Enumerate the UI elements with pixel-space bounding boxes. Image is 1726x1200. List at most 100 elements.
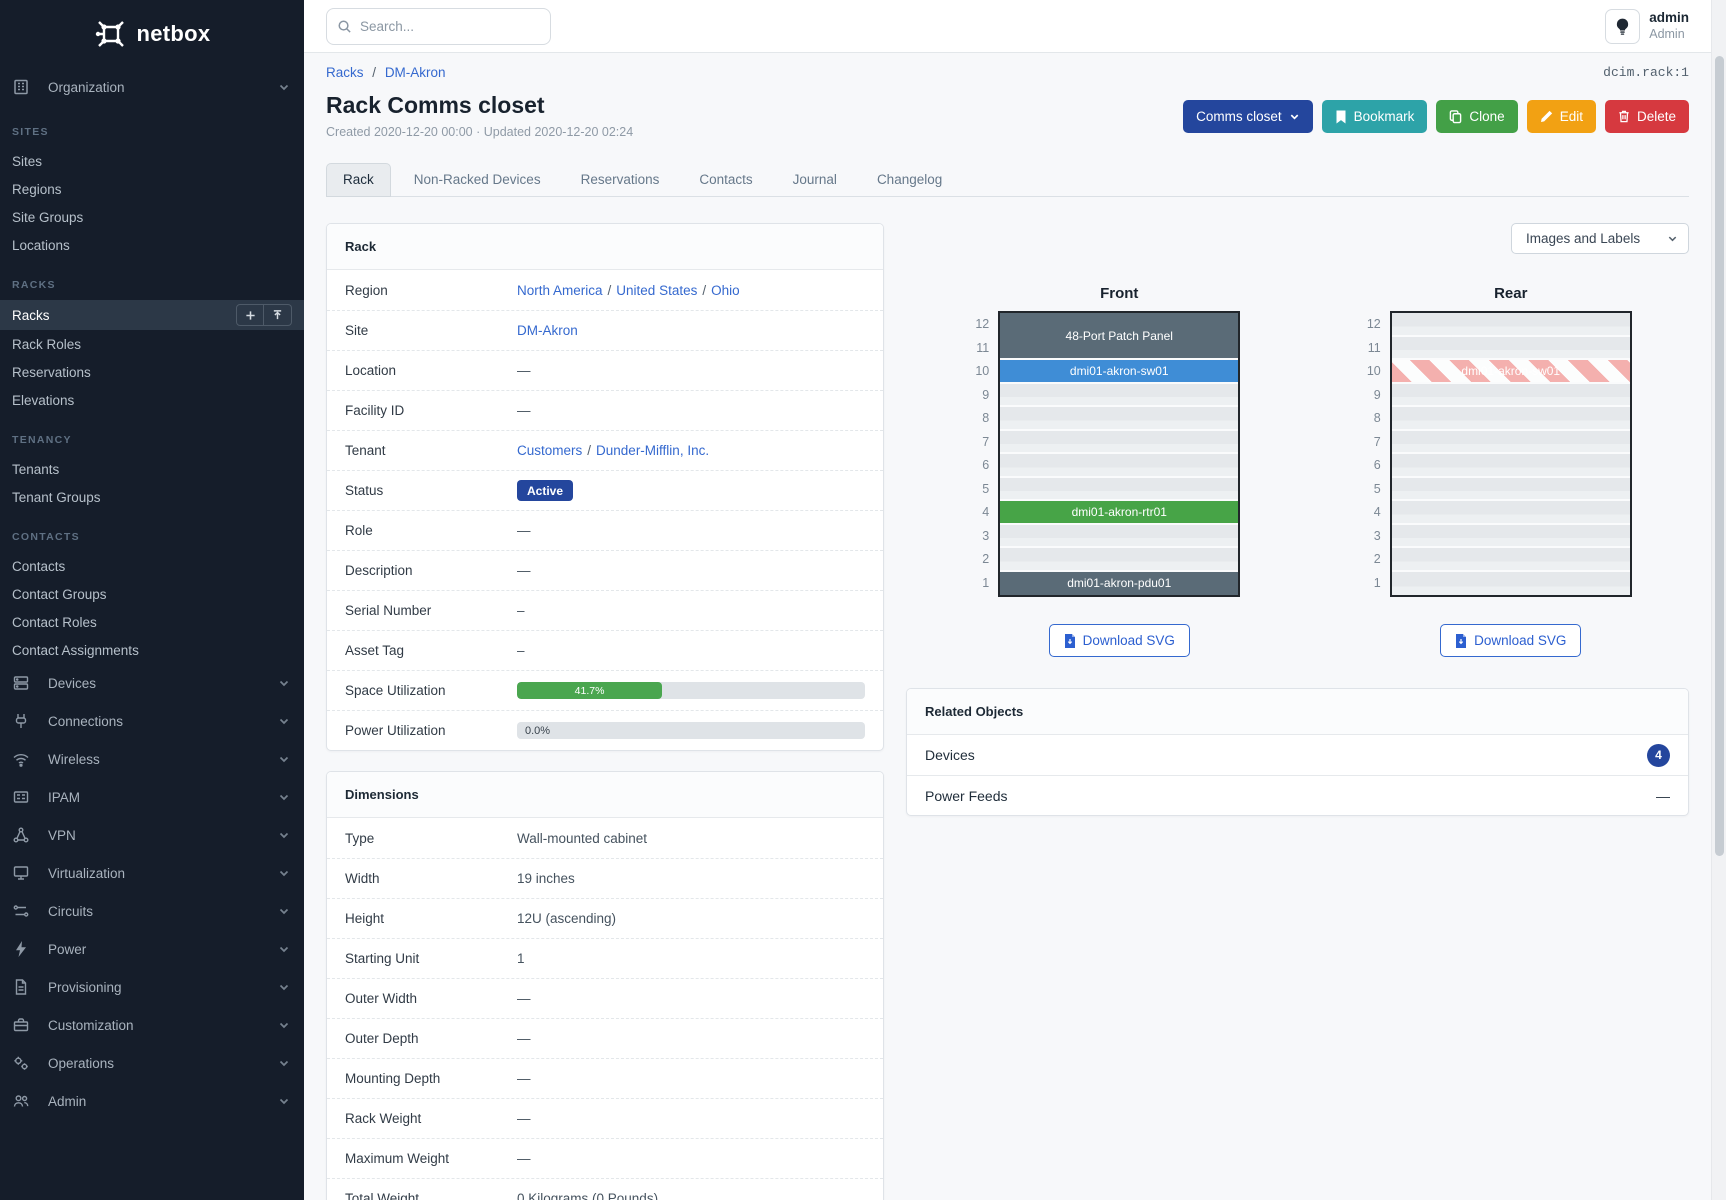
sidebar-item-contact-groups[interactable]: Contact Groups: [12, 586, 107, 602]
sidebar-item-contact-assignments[interactable]: Contact Assignments: [12, 642, 139, 658]
sidebar-group-circuits[interactable]: Circuits: [0, 892, 304, 930]
sidebar-section-title-racks: RACKS: [12, 279, 56, 291]
sidebar-group-power[interactable]: Power: [0, 930, 304, 968]
rack-empty-unit[interactable]: [1000, 454, 1239, 478]
sidebar-group-operations[interactable]: Operations: [0, 1044, 304, 1082]
tab-rack[interactable]: Rack: [326, 163, 391, 197]
tab-reservations[interactable]: Reservations: [580, 172, 660, 187]
rack-empty-unit[interactable]: [1000, 407, 1239, 431]
plus-icon: [245, 310, 255, 320]
breadcrumb-racks-link[interactable]: Racks: [326, 65, 364, 80]
rack-group-dropdown-button[interactable]: Comms closet: [1183, 100, 1313, 133]
rack-empty-unit[interactable]: [1000, 383, 1239, 407]
sidebar-item-tenants[interactable]: Tenants: [12, 461, 60, 477]
rack-device-dmi01-akron-rtr01[interactable]: dmi01-akron-rtr01: [1000, 501, 1239, 525]
theme-toggle-button[interactable]: [1605, 9, 1641, 44]
sidebar-group-provisioning[interactable]: Provisioning: [0, 968, 304, 1006]
dimensions-panel-title: Dimensions: [327, 772, 883, 818]
rack-empty-unit[interactable]: [1000, 524, 1239, 548]
edit-button[interactable]: Edit: [1526, 100, 1596, 133]
rack-empty-unit[interactable]: [1391, 548, 1630, 572]
sidebar-item-contacts[interactable]: Contacts: [12, 558, 66, 574]
tab-non-racked-devices[interactable]: Non-Racked Devices: [413, 172, 541, 187]
add-rack-button[interactable]: [236, 304, 264, 326]
provisioning-icon: [12, 978, 30, 996]
sidebar-item-site-groups[interactable]: Site Groups: [12, 209, 84, 225]
sidebar-item-reservations[interactable]: Reservations: [12, 364, 91, 380]
rack-empty-unit[interactable]: [1391, 336, 1630, 360]
rear-download-svg-button[interactable]: Download SVG: [1440, 624, 1582, 657]
clone-button[interactable]: Clone: [1436, 100, 1518, 133]
rack-empty-unit[interactable]: [1391, 430, 1630, 454]
rack-empty-unit[interactable]: [1391, 454, 1630, 478]
site-link[interactable]: DM-Akron: [517, 323, 578, 338]
sidebar-group-wireless[interactable]: Wireless: [0, 740, 304, 778]
tenant-link[interactable]: Dunder-Mifflin, Inc.: [596, 443, 710, 458]
sidebar-item-sites[interactable]: Sites: [12, 153, 43, 169]
sidebar-item-elevations[interactable]: Elevations: [12, 392, 75, 408]
global-search[interactable]: [326, 8, 551, 45]
front-download-svg-button[interactable]: Download SVG: [1048, 624, 1190, 657]
rack-empty-unit[interactable]: [1391, 383, 1630, 407]
status-badge: Active: [517, 480, 574, 501]
region-link[interactable]: United States: [616, 282, 698, 298]
page-scrollbar[interactable]: [1711, 0, 1726, 1200]
netbox-logo[interactable]: netbox: [0, 2, 304, 66]
sidebar-group-customization[interactable]: Customization: [0, 1006, 304, 1044]
building-icon: [12, 78, 30, 96]
sidebar-group-connections[interactable]: Connections: [0, 702, 304, 740]
rack-device-dmi01-akron-pdu01[interactable]: dmi01-akron-pdu01: [1000, 571, 1239, 595]
tab-contacts[interactable]: Contacts: [699, 172, 753, 187]
sidebar-item-rack-roles[interactable]: Rack Roles: [12, 336, 82, 352]
sidebar-group-vpn[interactable]: VPN: [0, 816, 304, 854]
region-link[interactable]: Ohio: [711, 282, 740, 298]
sidebar-group-devices[interactable]: Devices: [0, 664, 304, 702]
breadcrumb-site-link[interactable]: DM-Akron: [384, 65, 446, 80]
search-input[interactable]: [360, 19, 540, 34]
tenant-group-link[interactable]: Customers: [517, 443, 583, 458]
field-label: Description: [345, 563, 413, 578]
unit-number: 5: [982, 481, 990, 496]
sidebar-item-regions[interactable]: Regions: [12, 181, 62, 197]
sidebar-group-admin[interactable]: Admin: [0, 1082, 304, 1120]
rack-empty-unit[interactable]: [1391, 313, 1630, 337]
rack-device-dmi01-akron-sw01[interactable]: dmi01-akron-sw01: [1000, 360, 1239, 384]
rack-empty-unit[interactable]: [1000, 477, 1239, 501]
sidebar-item-contact-roles[interactable]: Contact Roles: [12, 614, 97, 630]
sidebar-item-racks[interactable]: Racks: [0, 300, 304, 330]
unit-number: 3: [982, 528, 990, 543]
sidebar-group-virtualization[interactable]: Virtualization: [0, 854, 304, 892]
unit-number: 11: [976, 340, 990, 355]
rack-device-48-port-patch-panel[interactable]: 48-Port Patch Panel: [1000, 313, 1239, 360]
unit-number: 10: [1366, 364, 1381, 378]
field-label: Type: [345, 830, 375, 846]
rack-empty-unit[interactable]: [1391, 477, 1630, 501]
delete-button[interactable]: Delete: [1604, 100, 1689, 133]
sidebar-item-locations[interactable]: Locations: [12, 237, 70, 253]
related-objects-rows: Devices 4 Power Feeds —: [907, 735, 1688, 815]
tab-journal[interactable]: Journal: [792, 172, 837, 187]
rack-empty-unit[interactable]: [1391, 501, 1630, 525]
sidebar-group-ipam[interactable]: IPAM: [0, 778, 304, 816]
circuits-icon: [12, 902, 30, 920]
rack-empty-unit[interactable]: [1391, 524, 1630, 548]
field-label: Region: [345, 282, 388, 298]
bookmark-button[interactable]: Bookmark: [1321, 100, 1428, 133]
scrollbar-thumb[interactable]: [1715, 56, 1724, 856]
rack-empty-unit[interactable]: [1000, 430, 1239, 454]
rack-empty-unit[interactable]: [1391, 407, 1630, 431]
rack-empty-unit[interactable]: [1391, 571, 1630, 595]
sidebar-item-tenant-groups[interactable]: Tenant Groups: [12, 489, 101, 505]
sidebar-section-title-contacts: CONTACTS: [12, 531, 80, 543]
rack-device-dmi01-akron-sw01[interactable]: dmi01-akron-sw01: [1391, 360, 1630, 384]
elevation-view-select[interactable]: Images and Labels: [1511, 223, 1689, 254]
region-link[interactable]: North America: [517, 282, 603, 298]
user-block: admin Admin: [1605, 9, 1689, 44]
user-info[interactable]: admin Admin: [1649, 10, 1689, 43]
chevron-down-icon: [278, 829, 290, 841]
sidebar-group-organization[interactable]: Organization: [0, 68, 304, 106]
rack-empty-unit[interactable]: [1000, 548, 1239, 572]
dimension-row-outer-depth: Outer Depth —: [327, 1018, 883, 1058]
import-racks-button[interactable]: [264, 304, 292, 326]
tab-changelog[interactable]: Changelog: [876, 172, 943, 187]
